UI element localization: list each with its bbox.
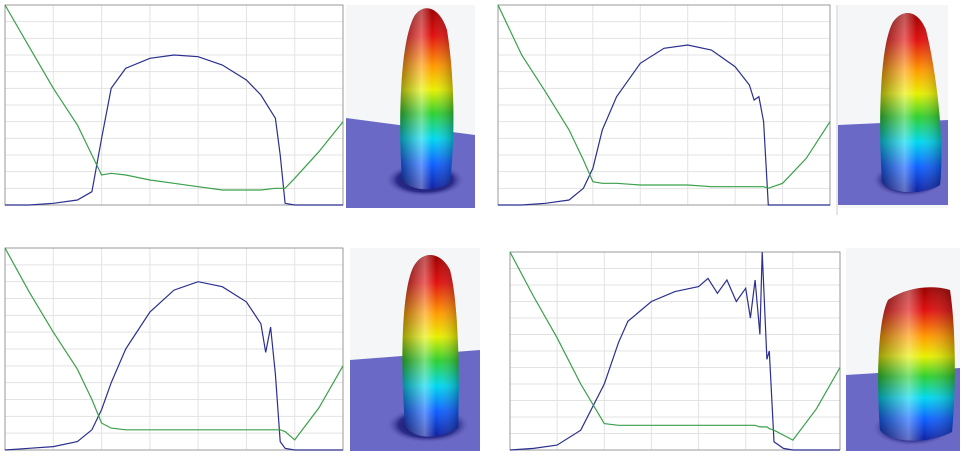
series-line — [509, 251, 841, 441]
series-line — [4, 4, 344, 191]
series-line — [498, 44, 830, 206]
plot-frame — [497, 4, 831, 206]
series-line — [4, 281, 343, 451]
plot-frame — [4, 247, 344, 451]
render-1 — [346, 5, 475, 208]
plot-frame — [4, 4, 344, 206]
render-4 — [846, 248, 960, 451]
render-3 — [350, 248, 480, 451]
series-line — [5, 54, 343, 206]
plot-frame — [509, 251, 841, 451]
series-line — [509, 251, 840, 451]
series-line — [4, 247, 344, 441]
render-2 — [836, 5, 948, 215]
series-line — [497, 4, 831, 189]
